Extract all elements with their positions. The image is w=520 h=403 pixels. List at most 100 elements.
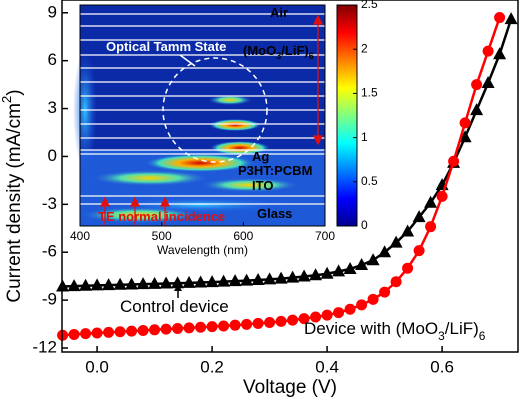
marker xyxy=(206,321,218,333)
inset-annotation-part: Glass xyxy=(257,206,292,221)
marker xyxy=(482,45,494,57)
marker xyxy=(378,245,392,258)
inset-x-tick-label: 500 xyxy=(152,229,172,243)
marker xyxy=(401,224,415,237)
marker xyxy=(217,274,231,287)
inset-x-tick-label: 400 xyxy=(70,229,90,243)
marker xyxy=(205,275,219,288)
marker xyxy=(103,326,115,338)
marker xyxy=(263,272,277,285)
marker xyxy=(481,76,495,89)
colorbar-tick-label: 0.5 xyxy=(361,174,378,188)
marker xyxy=(125,277,139,290)
y-tick-label: -9 xyxy=(42,290,57,309)
marker xyxy=(332,264,346,277)
marker xyxy=(425,221,437,233)
colorbar-tick-label: 2.5 xyxy=(361,0,378,11)
y-axis-title-part: 2 xyxy=(0,96,14,103)
colorbar-tick-label: 0 xyxy=(361,218,368,232)
inset-annotation-part: (MoO xyxy=(243,43,276,58)
x-tick-label: 0.4 xyxy=(315,357,339,376)
inset-annotation-part: Optical Tamm State xyxy=(106,39,226,54)
x-tick-label: 0.6 xyxy=(430,357,454,376)
marker xyxy=(240,273,254,286)
marker xyxy=(264,316,276,328)
colorbar-tick-label: 1 xyxy=(361,130,368,144)
marker xyxy=(90,278,104,291)
marker xyxy=(343,261,357,274)
inset-annotation-part: Ag xyxy=(252,149,269,164)
marker xyxy=(333,307,345,319)
marker xyxy=(67,279,81,292)
marker xyxy=(367,293,379,305)
marker xyxy=(459,117,471,129)
marker xyxy=(126,325,138,337)
marker xyxy=(183,322,195,334)
marker xyxy=(309,268,323,281)
marker xyxy=(413,245,425,257)
marker xyxy=(379,286,391,298)
marker xyxy=(68,328,80,340)
series-label-part: /LiF) xyxy=(445,319,479,338)
marker xyxy=(251,273,265,286)
x-tick-label: 0.0 xyxy=(85,357,109,376)
inset-annotation-part: 6 xyxy=(309,51,314,61)
series-label: Device with (MoO3/LiF)6 xyxy=(304,319,486,343)
y-tick-label: -12 xyxy=(32,337,57,356)
marker xyxy=(298,313,310,325)
marker xyxy=(172,323,184,335)
inset-x-tick-label: 700 xyxy=(315,229,335,243)
inset-plot: 400 500 600 700 Wavelength (nm) 0 0.5 1 1.5 2 2.5 A… xyxy=(70,0,378,257)
inset-annotation: Optical Tamm State xyxy=(106,39,226,54)
y-tick-label: 0 xyxy=(48,146,57,165)
marker xyxy=(113,277,127,290)
marker xyxy=(366,253,380,266)
inset-annotation: Glass xyxy=(257,206,292,221)
x-tick-label: 0.2 xyxy=(200,357,224,376)
label-arrowhead xyxy=(174,284,182,291)
series-line xyxy=(62,18,513,288)
marker xyxy=(275,315,287,327)
inset-annotation-part: 3 xyxy=(276,51,281,61)
series-label-part: 3 xyxy=(438,329,445,343)
marker xyxy=(218,320,230,332)
marker xyxy=(471,79,483,91)
y-axis-title-part: Current density (mA/cm xyxy=(4,103,25,303)
marker xyxy=(344,303,356,315)
marker xyxy=(79,278,93,291)
marker xyxy=(436,190,448,202)
marker xyxy=(287,314,299,326)
marker xyxy=(493,47,507,60)
series-label-part: Control device xyxy=(120,297,229,316)
marker xyxy=(252,317,264,329)
y-axis-title: Current density (mA/cm2) xyxy=(0,89,25,302)
marker xyxy=(402,262,414,274)
series-label: Control device xyxy=(120,297,229,316)
marker xyxy=(182,275,196,288)
y-tick-label: -3 xyxy=(42,194,57,213)
marker xyxy=(355,257,369,270)
y-tick-label: -6 xyxy=(42,242,57,261)
inset-annotation-part: TE normal incidence xyxy=(98,209,225,224)
marker xyxy=(310,311,322,323)
inset-annotation: TE normal incidence xyxy=(98,209,225,224)
y-axis-title-part: ) xyxy=(4,89,25,95)
colorbar-tick-label: 2 xyxy=(361,41,368,55)
marker xyxy=(356,299,368,311)
marker xyxy=(137,324,149,336)
marker xyxy=(91,327,103,339)
inset-annotation: ITO xyxy=(252,178,273,193)
series-label-part: 6 xyxy=(479,329,486,343)
x-axis-title: Voltage (V) xyxy=(243,377,337,398)
marker xyxy=(195,321,207,333)
inset-annotation-part: ITO xyxy=(252,178,273,193)
marker xyxy=(229,319,241,331)
marker xyxy=(228,274,242,287)
marker xyxy=(171,276,185,289)
marker xyxy=(274,271,288,284)
marker xyxy=(448,155,460,167)
inset-annotation: Ag xyxy=(252,149,269,164)
inset-annotation-part: /LiF) xyxy=(281,43,308,58)
marker xyxy=(136,277,150,290)
inset-x-tick-label: 600 xyxy=(233,229,253,243)
